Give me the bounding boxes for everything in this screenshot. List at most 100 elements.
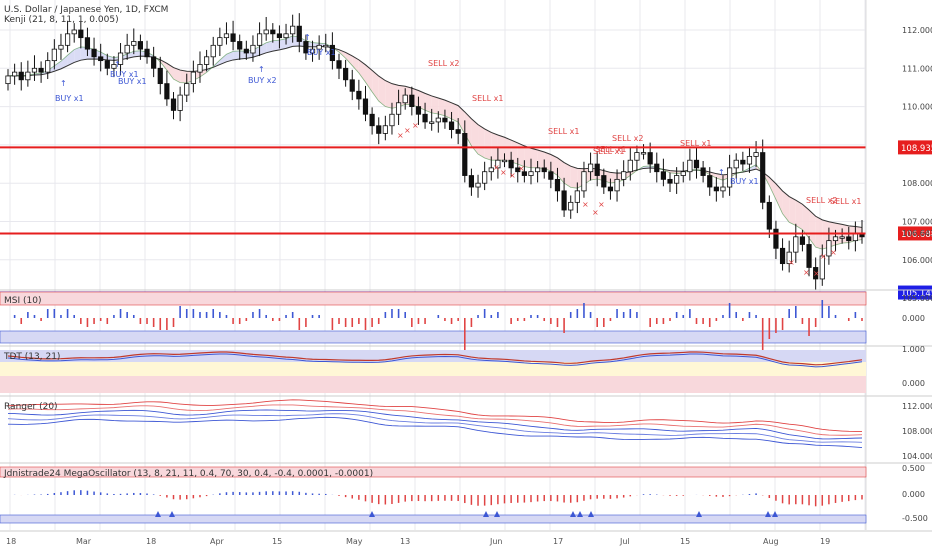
candle-body (548, 171, 554, 180)
buy-marker: ↑ (304, 33, 311, 42)
candle-body (223, 33, 230, 39)
candle-body (243, 48, 249, 54)
candle-body (621, 171, 627, 180)
kenji-cloud (517, 142, 525, 167)
mega-buy-arrow (765, 511, 771, 517)
kenji-cloud (544, 152, 551, 172)
candle-body (707, 175, 713, 188)
sell-marker: × (788, 258, 795, 267)
candle-body (793, 236, 799, 253)
x-tick-label: 17 (553, 537, 563, 546)
kenji-cloud (372, 70, 379, 102)
mega-buy-arrow (169, 511, 175, 517)
candle-body (164, 83, 170, 100)
candle-body (574, 190, 580, 203)
kenji-cloud (769, 177, 776, 200)
candle-body (151, 56, 157, 69)
level-tag (898, 140, 932, 155)
price-tick: 111.000 (902, 64, 932, 73)
x-tick-label: May (346, 537, 363, 546)
kenji-cloud (107, 55, 114, 61)
kenji-cloud (166, 63, 174, 80)
chart-title: U.S. Dollar / Japanese Yen, 1D, FXCM (4, 5, 169, 15)
candle-body (45, 60, 51, 73)
candle-body (362, 98, 369, 115)
signal-label: BUY x2 (248, 76, 277, 85)
x-tick-label: Apr (210, 537, 225, 546)
kenji-cloud (233, 50, 240, 60)
signal-label: BUY x1 (118, 77, 147, 86)
candle-body (111, 64, 117, 69)
candle-body (270, 29, 276, 35)
kenji-cloud (279, 38, 287, 50)
candle-body (726, 167, 733, 188)
tdt-line (7, 351, 863, 366)
buy-marker: ↑ (60, 79, 67, 88)
candle-body (409, 94, 415, 108)
candle-body (627, 159, 633, 173)
x-tick-label: 18 (6, 537, 16, 546)
candle-body (124, 44, 130, 54)
x-tick-label: 13 (400, 537, 410, 546)
candle-body (18, 71, 24, 81)
ranger-band (7, 404, 863, 436)
x-tick-label: 15 (680, 537, 690, 546)
candle-body (826, 240, 832, 257)
mega-buy-arrow (577, 511, 583, 517)
candle-body (521, 171, 527, 176)
candle-body (455, 129, 461, 134)
candle-body (51, 48, 57, 62)
candle-body (693, 159, 700, 169)
tdt-middle-band (0, 362, 866, 376)
candle-body (495, 159, 501, 169)
candle-body (296, 25, 302, 42)
kenji-cloud (524, 145, 531, 168)
candle-body (263, 29, 269, 35)
sell-marker: × (500, 168, 507, 177)
candle-body (501, 159, 508, 163)
candle-body (535, 167, 541, 173)
candle-body (601, 175, 607, 188)
candle-body (369, 113, 375, 127)
mega-tick: 0.500 (902, 464, 925, 473)
candle-body (779, 247, 786, 265)
msi-tick: 0.000 (902, 314, 925, 323)
candle-body (746, 155, 753, 165)
signal-label: BUY x1 (55, 94, 84, 103)
kenji-cloud (809, 209, 816, 248)
msi-lower-band (0, 330, 867, 344)
kenji-cloud (385, 80, 392, 109)
signal-label: BUY x1 (110, 70, 139, 79)
kenji-cloud (378, 76, 386, 107)
kenji-cloud (286, 35, 293, 49)
candle-body (104, 60, 110, 69)
sell-marker: × (518, 164, 525, 173)
candle-body (687, 159, 693, 173)
candle-body (329, 44, 335, 62)
kenji-cloud (471, 118, 479, 155)
sell-marker: × (582, 200, 589, 209)
candle-body (766, 201, 772, 230)
signal-label: SELL x2 (428, 59, 459, 68)
mega-tick: 0.000 (902, 490, 925, 499)
candle-body (640, 152, 647, 155)
mega-buy-arrow (369, 511, 375, 517)
sell-marker: × (404, 126, 411, 135)
candle-body (230, 33, 236, 42)
candle-body (197, 64, 203, 73)
candle-body (561, 190, 567, 211)
candle-body (38, 67, 44, 73)
signal-label: SELL x1 (593, 147, 624, 156)
x-tick-label: Jun (489, 537, 503, 546)
candle-body (720, 186, 726, 192)
candle-body (846, 236, 852, 242)
kenji-cloud (352, 55, 359, 73)
kenji-fast-line (7, 35, 863, 250)
candle-body (448, 121, 455, 130)
kenji-cloud (418, 90, 426, 111)
candle-body (462, 133, 468, 176)
tdt-upper-band (0, 350, 866, 362)
level-tag-label: 108.935 (901, 144, 932, 154)
kenji-cloud (391, 83, 399, 109)
candle-body (336, 60, 342, 69)
